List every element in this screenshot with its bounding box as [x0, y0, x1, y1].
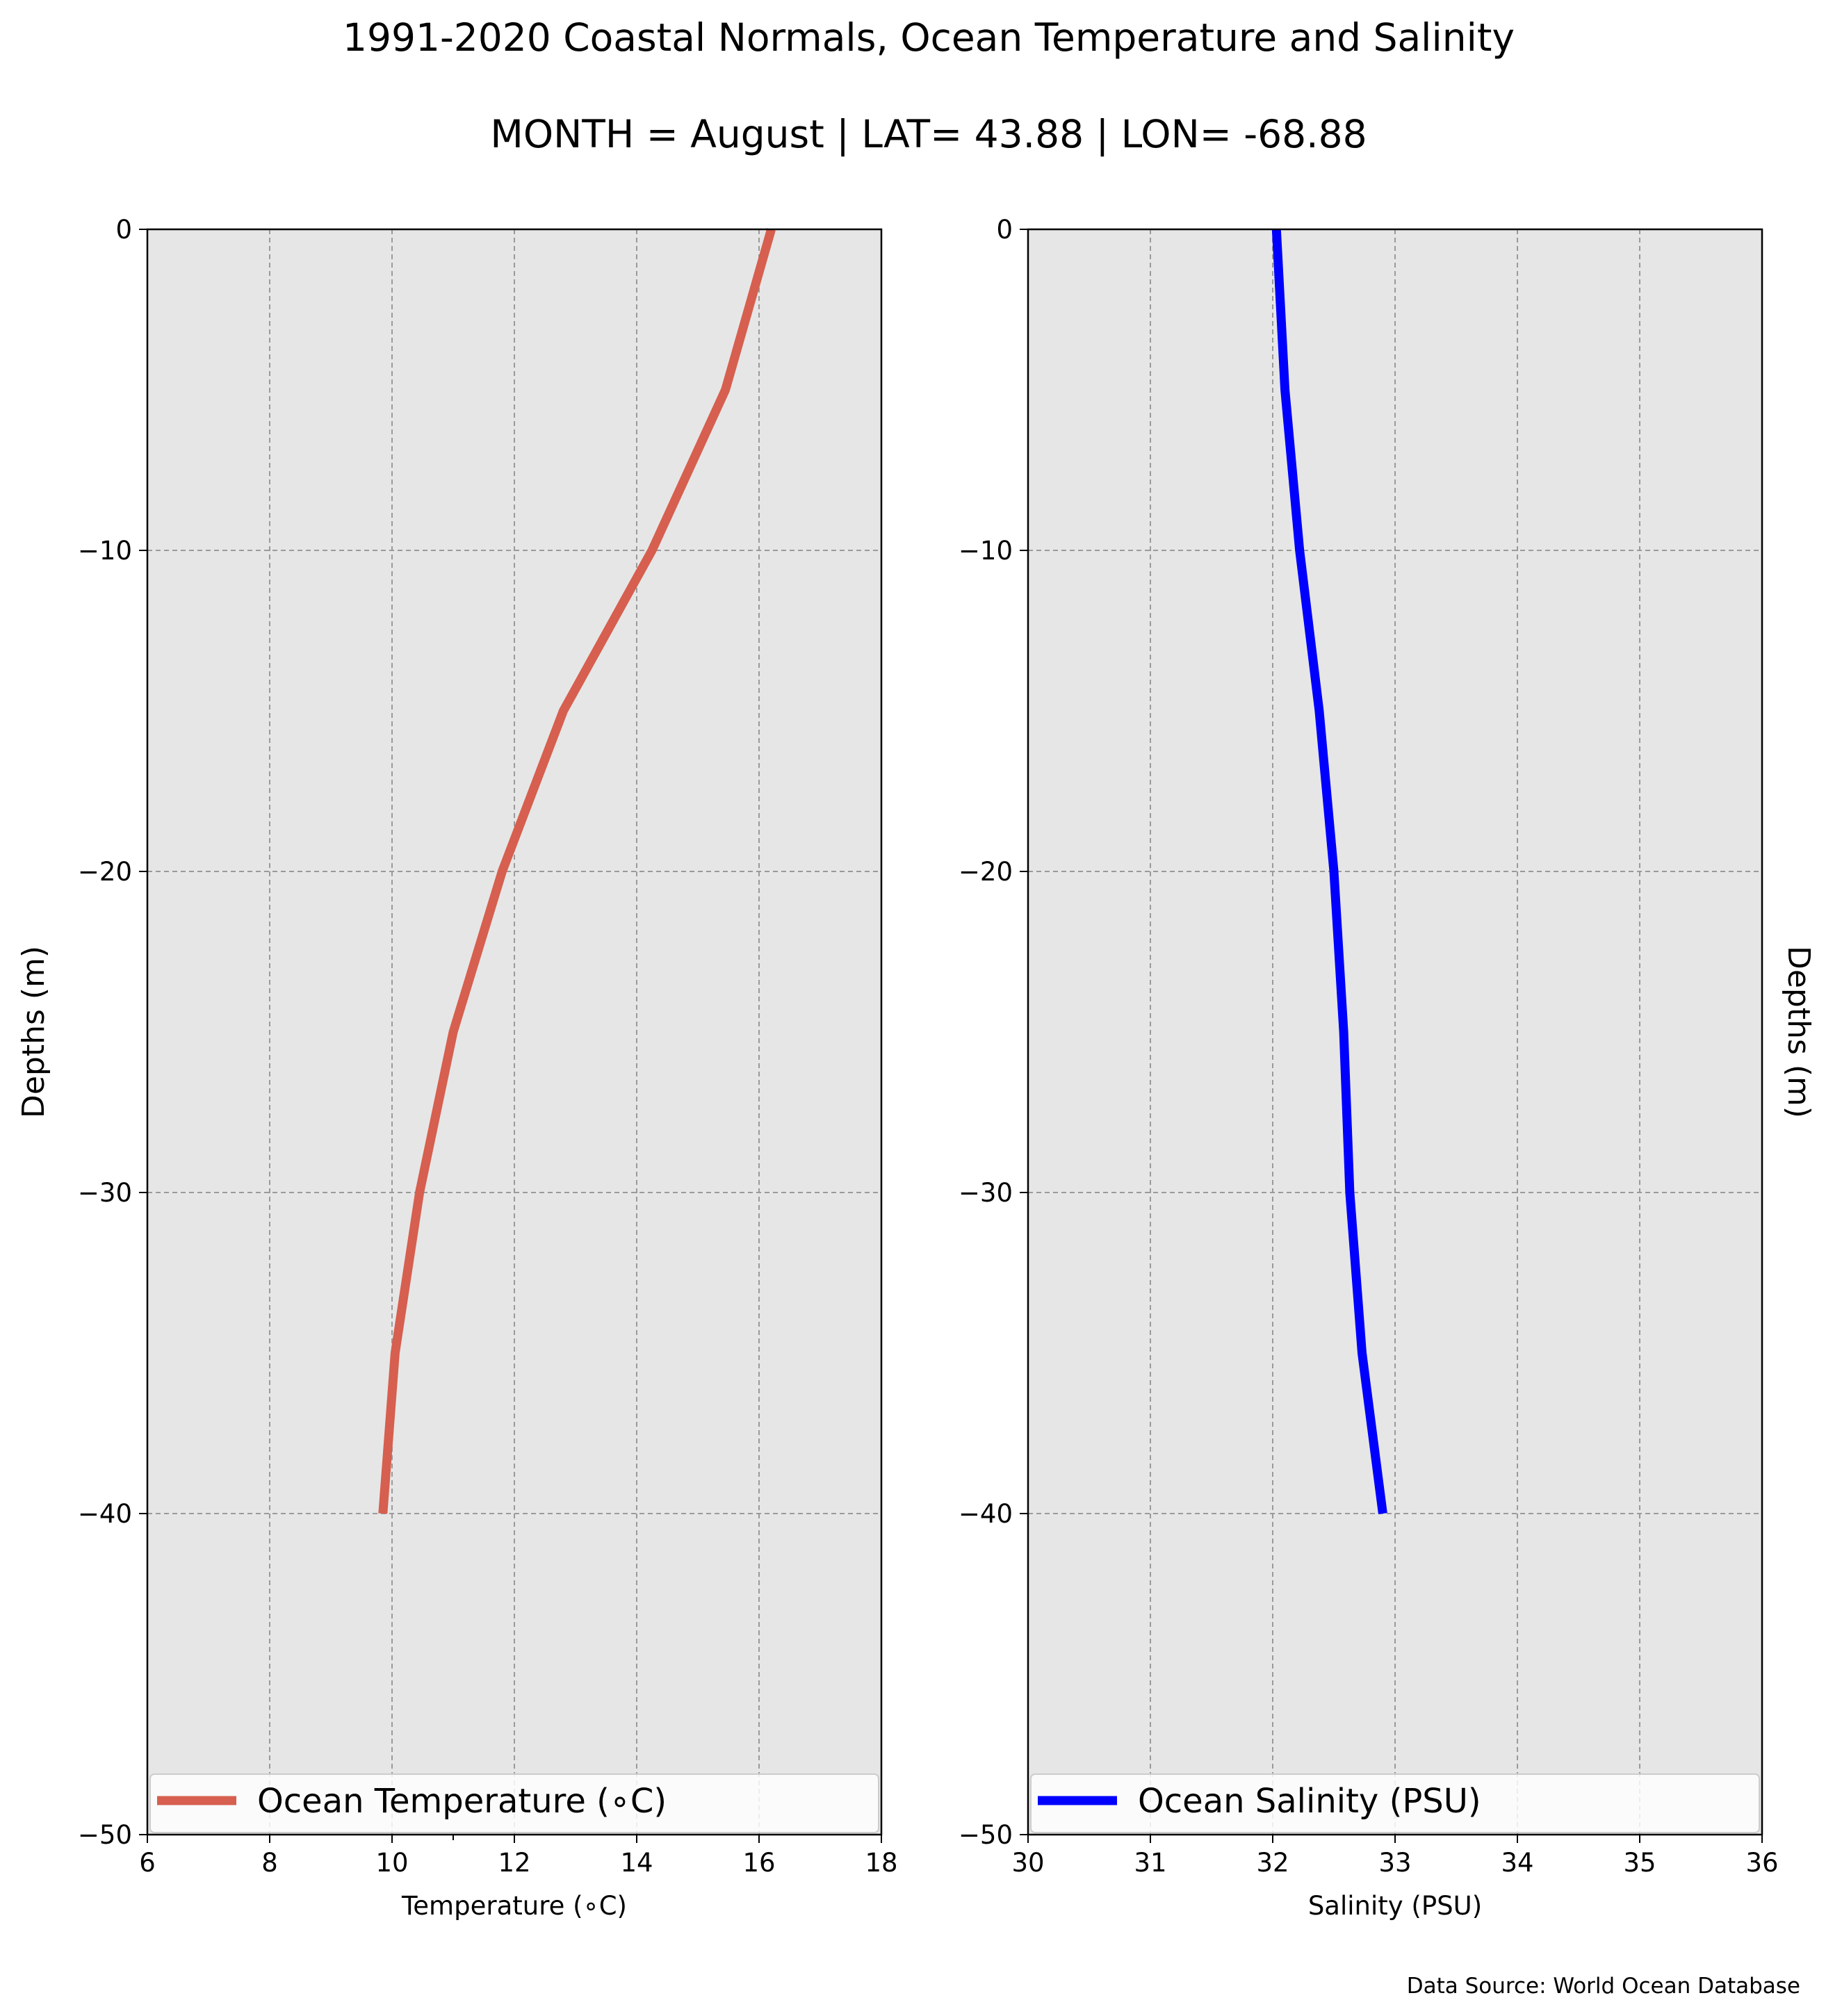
y-tick-label: −20 [959, 857, 1013, 887]
y-axis-label-right: Depths (m) [1781, 946, 1816, 1118]
x-tick-label: 31 [1134, 1848, 1166, 1878]
y-tick-label: −20 [78, 857, 132, 887]
legend-box [149, 1773, 879, 1833]
temperature-profile-line [378, 228, 776, 1514]
x-tick-label: 12 [498, 1848, 530, 1878]
y-tick-label: −30 [959, 1178, 1013, 1208]
y-tick-label: −10 [78, 536, 132, 566]
data-source-note: Data Source: World Ocean Database [1407, 1974, 1800, 1999]
x-tick-label: 8 [261, 1848, 278, 1878]
x-axis-label: Salinity (PSU) [1308, 1891, 1482, 1921]
x-tick-label: 33 [1378, 1848, 1411, 1878]
x-tick-label: 14 [620, 1848, 653, 1878]
y-tick-label: 0 [996, 215, 1013, 245]
x-tick-label: 35 [1623, 1848, 1656, 1878]
y-tick-label: −30 [78, 1178, 132, 1208]
legend-box [1030, 1773, 1760, 1833]
x-tick-label: 18 [865, 1848, 897, 1878]
x-tick-label: 16 [742, 1848, 775, 1878]
y-tick-label: 0 [115, 215, 132, 245]
legend: Ocean Salinity (PSU) [1030, 1773, 1760, 1833]
temperature-panel: Ocean Temperature (∘C) 6 8 10 12 14 16 18 −50 −40… [16, 215, 898, 1921]
legend-label: Ocean Salinity (PSU) [1138, 1782, 1481, 1821]
chart-subtitle: MONTH = August | LAT= 43.88 | LON= -68.8… [490, 112, 1367, 157]
x-tick-label: 36 [1745, 1848, 1778, 1878]
chart-title: 1991-2020 Coastal Normals, Ocean Tempera… [343, 15, 1515, 60]
y-tick-label: −50 [959, 1820, 1013, 1850]
x-tick-label: 32 [1256, 1848, 1289, 1878]
y-tick-label: −40 [78, 1499, 132, 1529]
x-tick-label: 30 [1011, 1848, 1044, 1878]
x-tick-label: 10 [375, 1848, 408, 1878]
salinity-panel: Ocean Salinity (PSU) 30 31 32 33 34 35 36 −50 −40… [959, 215, 1816, 1921]
y-axis-label-left: Depths (m) [16, 946, 51, 1118]
x-axis-label: Temperature (∘C) [401, 1891, 627, 1921]
salinity-profile-line [1271, 229, 1387, 1514]
x-tick-label: 34 [1501, 1848, 1533, 1878]
y-tick-label: −50 [78, 1820, 132, 1850]
y-tick-label: −10 [959, 536, 1013, 566]
y-tick-label: −40 [959, 1499, 1013, 1529]
x-tick-label: 6 [139, 1848, 156, 1878]
legend: Ocean Temperature (∘C) [149, 1773, 879, 1833]
legend-label: Ocean Temperature (∘C) [257, 1782, 667, 1821]
